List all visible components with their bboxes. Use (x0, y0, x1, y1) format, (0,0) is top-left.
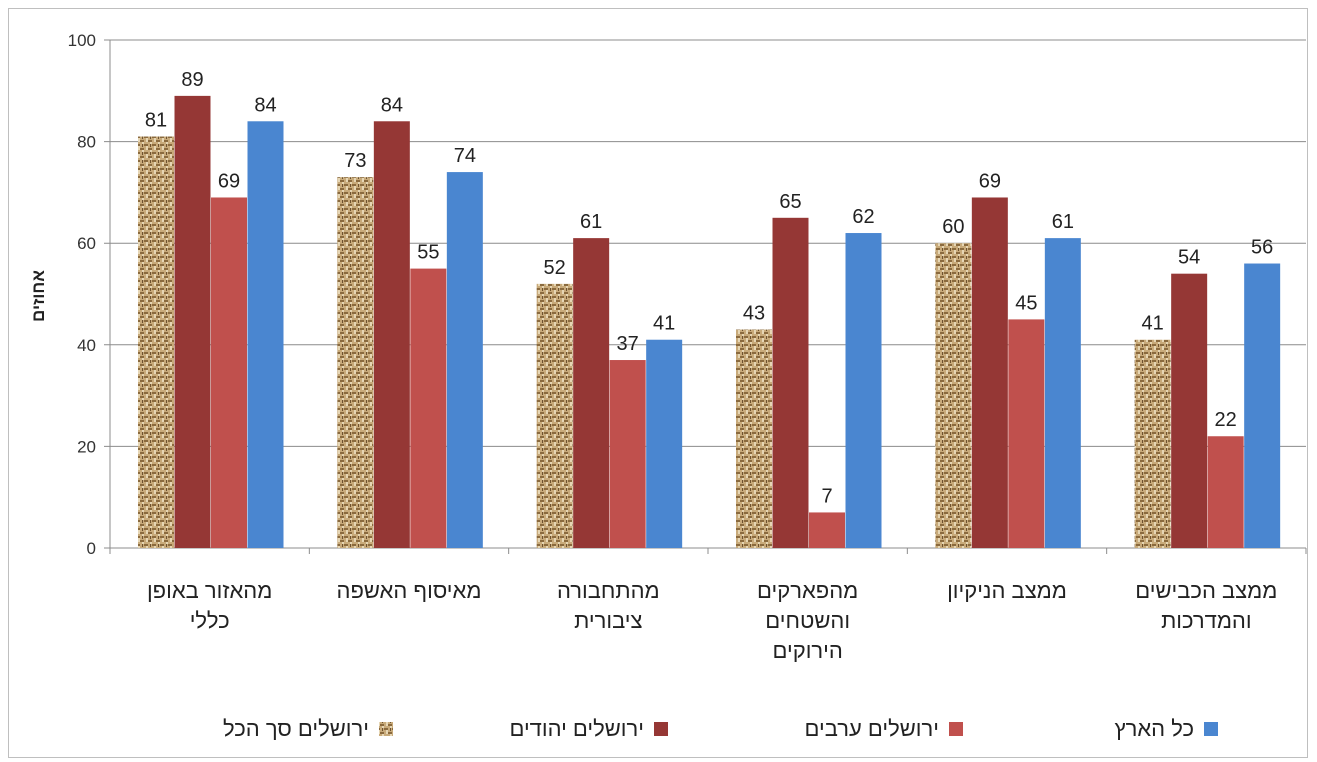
bar (935, 243, 972, 548)
data-label: 81 (145, 110, 167, 132)
data-label: 55 (417, 242, 439, 264)
bar (1207, 436, 1244, 548)
data-label: 69 (979, 170, 1001, 192)
y-tick-label: 20 (77, 437, 96, 456)
category-label: והמדרכות (1161, 608, 1252, 633)
y-tick-label: 0 (87, 539, 96, 558)
bar (446, 172, 483, 548)
bar (1134, 339, 1171, 548)
data-label: 65 (779, 191, 801, 213)
bar (247, 121, 284, 548)
legend-label: ירושלים ערבים (805, 716, 939, 741)
bar (736, 329, 772, 548)
data-label: 54 (1178, 247, 1200, 269)
bar (1244, 263, 1281, 548)
category-label: הירוקים (773, 638, 843, 663)
data-label: 61 (580, 211, 602, 233)
data-label: 62 (852, 206, 874, 228)
category-label: מהאזור באופן (147, 578, 272, 603)
y-axis-label: אחוזים (29, 270, 48, 322)
data-label: 89 (181, 69, 203, 91)
data-label: 52 (544, 257, 566, 279)
data-label: 69 (218, 170, 240, 192)
bar (1044, 238, 1081, 548)
category-label: ממצב הניקיון (947, 578, 1067, 603)
bar (1008, 319, 1045, 548)
data-label: 41 (653, 313, 675, 335)
y-tick-label: 60 (77, 234, 96, 253)
data-label: 61 (1052, 211, 1074, 233)
data-label: 37 (617, 333, 639, 355)
bar (337, 177, 374, 548)
bar (536, 283, 573, 548)
bar (138, 136, 174, 548)
data-label: 22 (1215, 409, 1237, 431)
bar (373, 121, 410, 548)
legend-label: כל הארץ (1115, 716, 1194, 741)
bar (211, 197, 247, 549)
bar (772, 217, 809, 549)
bar (809, 512, 845, 548)
legend-swatch (949, 722, 963, 736)
legend-swatch (654, 722, 668, 736)
y-tick-label: 80 (77, 133, 96, 152)
bar (971, 197, 1008, 549)
data-label: 43 (743, 303, 765, 325)
bar (845, 233, 882, 549)
data-label: 56 (1251, 237, 1273, 259)
bar (1171, 273, 1208, 548)
data-label: 60 (942, 216, 964, 238)
legend-swatch (1204, 722, 1218, 736)
category-label: מהתחבורה (557, 578, 660, 603)
bar (609, 360, 646, 548)
bar (573, 238, 610, 548)
y-tick-label: 40 (77, 336, 96, 355)
y-tick-label: 100 (68, 31, 96, 50)
category-label: ממצב הכבישים (1135, 578, 1277, 603)
category-label: מאיסוף האשפה (337, 578, 482, 603)
data-label: 84 (254, 94, 276, 116)
data-label: 74 (454, 145, 476, 167)
category-label: והשטחים (765, 608, 850, 633)
category-label: כללי (190, 608, 230, 633)
legend-label: ירושלים יהודים (509, 716, 644, 741)
category-label: ציבורית (574, 608, 642, 633)
legend-swatch (379, 722, 393, 736)
data-label: 45 (1015, 292, 1037, 314)
bar (646, 339, 683, 548)
data-label: 41 (1142, 313, 1164, 335)
bar (410, 268, 447, 548)
data-label: 73 (344, 150, 366, 172)
data-label: 84 (381, 94, 403, 116)
category-label: מהפארקים (757, 578, 858, 603)
data-label: 7 (821, 485, 832, 507)
legend-label: ירושלים סך הכל (223, 716, 369, 741)
bar (174, 95, 211, 548)
